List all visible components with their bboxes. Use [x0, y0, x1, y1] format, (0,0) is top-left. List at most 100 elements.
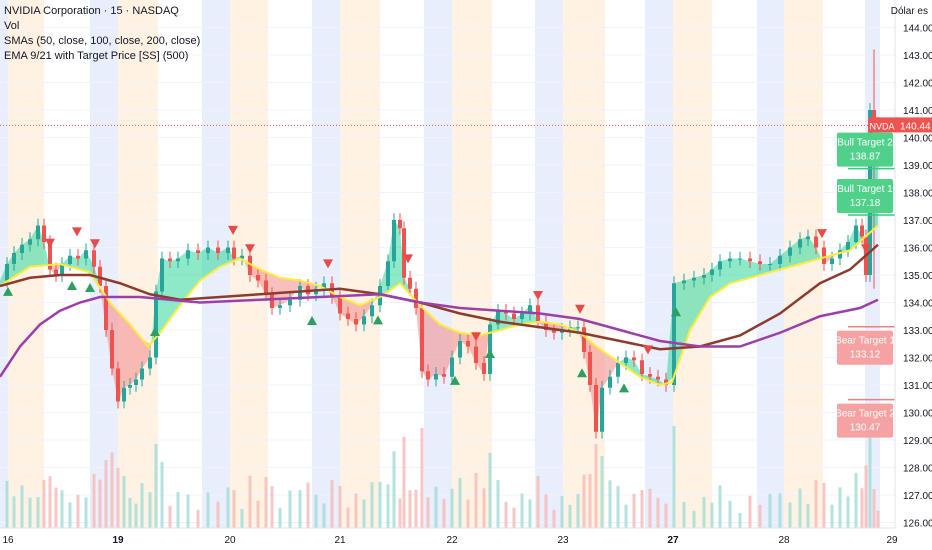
volume-bar — [92, 473, 96, 528]
volume-bar — [232, 490, 236, 528]
y-tick-label: 144.00 — [903, 24, 932, 35]
volume-bar — [330, 480, 334, 528]
buy-signal-marker — [85, 283, 95, 292]
candle-body — [12, 253, 16, 264]
candle-body — [232, 247, 236, 259]
target-label-box — [837, 132, 893, 167]
volume-bar — [5, 480, 9, 528]
candle-body — [110, 330, 114, 369]
y-tick-label: 135.00 — [903, 271, 932, 282]
candle-body — [434, 374, 438, 380]
buy-signal-marker — [150, 327, 160, 336]
volume-bar — [370, 482, 374, 528]
candle-body — [450, 357, 454, 377]
x-tick-label: 21 — [334, 535, 346, 546]
volume-bar — [196, 509, 200, 528]
candle-body — [104, 286, 108, 330]
volume-bar — [846, 496, 850, 528]
candle-body — [338, 297, 342, 314]
volume-bar — [450, 488, 454, 528]
candle-body — [370, 305, 374, 317]
candle-body — [140, 368, 144, 380]
ema-cloud-segment — [808, 236, 816, 262]
candle-body — [442, 374, 446, 377]
session-band — [563, 0, 605, 528]
candle-body — [778, 255, 782, 264]
volume-bar — [226, 487, 230, 528]
volume-bar — [270, 486, 274, 528]
candle-body — [186, 250, 190, 259]
candle-body — [398, 220, 402, 229]
volume-bar — [624, 504, 628, 528]
volume-bar — [84, 497, 88, 528]
volume-bar — [868, 426, 872, 528]
candle-body — [594, 385, 598, 432]
ema-cloud-segment — [740, 258, 750, 281]
candle-body — [672, 283, 676, 385]
sell-signal-marker — [861, 244, 871, 254]
volume-bar — [434, 486, 438, 528]
volume-bar — [528, 499, 532, 528]
candle-body — [322, 283, 326, 289]
volume-bar — [536, 475, 540, 528]
volume-bar — [256, 500, 260, 528]
y-tick-label: 136.00 — [903, 244, 932, 255]
series-line-sma-200 — [0, 292, 879, 378]
x-tick-label: 16 — [2, 535, 14, 546]
candle-body — [458, 341, 462, 358]
volume-bar — [520, 493, 524, 528]
candle-body — [648, 374, 652, 377]
volume-bar — [798, 488, 802, 528]
session-band — [118, 0, 158, 528]
candle-body — [482, 363, 486, 374]
candle-body — [116, 368, 120, 402]
volume-bar — [656, 497, 660, 528]
y-tick-label: 139.00 — [903, 161, 932, 172]
last-price-tag-box — [896, 117, 932, 133]
candle-body — [814, 236, 818, 248]
volume-bar — [306, 482, 310, 528]
volume-bar — [442, 498, 446, 528]
target-label-name: Bull Target 1 — [837, 184, 893, 195]
session-band — [645, 0, 673, 528]
x-tick-label: 23 — [557, 535, 569, 546]
candle-body — [588, 352, 592, 385]
candle-body — [378, 286, 382, 306]
session-band — [535, 0, 563, 528]
volume-bar — [864, 465, 868, 528]
sell-signal-marker — [323, 259, 333, 269]
candle-body — [270, 294, 274, 308]
volume-bar — [838, 487, 842, 528]
candle-body — [616, 363, 620, 377]
volume-bar — [788, 502, 792, 528]
buy-signal-marker — [307, 316, 317, 325]
candle-body — [402, 228, 406, 278]
candle-body — [414, 288, 418, 308]
volume-bar — [576, 494, 580, 528]
volume-bar — [806, 503, 810, 528]
ema-cloud-segment — [720, 258, 730, 291]
time-axis-bg — [0, 528, 932, 550]
target-label-value: 137.18 — [850, 198, 881, 209]
volume-bar — [378, 481, 382, 528]
candle-body — [128, 385, 132, 388]
volume-bar — [398, 498, 402, 528]
sell-signal-marker — [533, 291, 543, 300]
candle-body — [728, 258, 732, 262]
ema-cloud-segment — [684, 277, 694, 348]
sell-signal-marker — [643, 345, 653, 355]
ema-cloud-segment — [730, 258, 740, 284]
candle-body — [860, 225, 864, 237]
ema-cloud-segment — [188, 250, 198, 296]
y-tick-label: 132.00 — [903, 354, 932, 365]
candle-body — [386, 261, 390, 286]
candle-body — [256, 275, 260, 281]
candle-body — [420, 308, 424, 372]
ema-cloud-segment — [444, 326, 452, 377]
candle-body — [226, 247, 230, 253]
candle-body — [206, 247, 210, 253]
volume-bar — [544, 494, 548, 528]
volume-bar — [68, 502, 72, 528]
